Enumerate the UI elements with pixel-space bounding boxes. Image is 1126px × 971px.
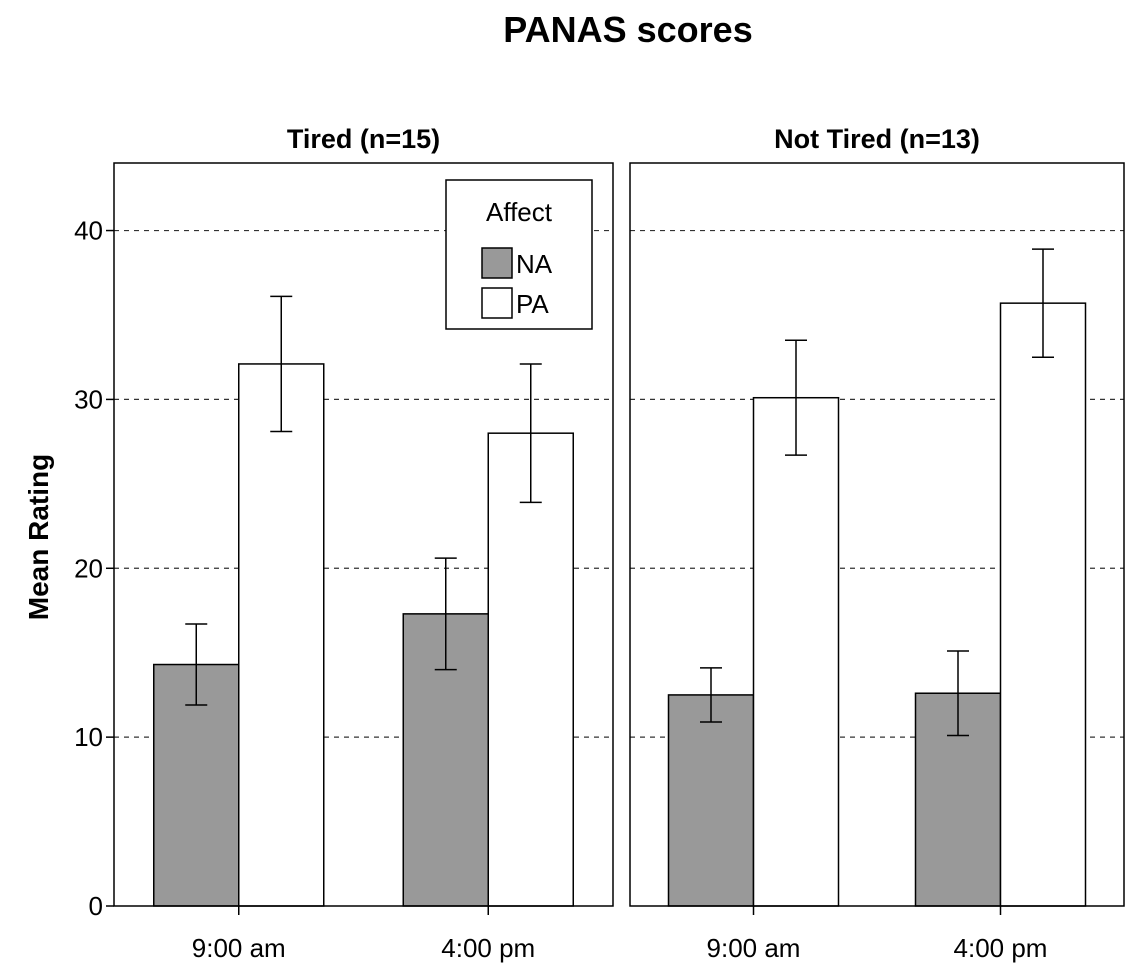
panel-frame [629, 162, 1125, 907]
panel-not-tired: Not Tired (n=13) 9:00 am 4:00 pm [629, 124, 1125, 963]
legend-title: Affect [486, 197, 553, 227]
bar-pa [238, 363, 325, 907]
legend-box [445, 179, 593, 330]
x-tick-label: 4:00 pm [441, 933, 535, 963]
bar-na [667, 694, 755, 907]
legend: Affect NA PA [445, 179, 593, 330]
y-tick-label: 0 [89, 891, 103, 921]
panel-tired: Tired (n=15) 9:00 am 4:00 pm [113, 124, 614, 963]
x-tick-label: 9:00 am [192, 933, 286, 963]
bar-pa [999, 302, 1087, 907]
y-tick-label: 20 [74, 553, 103, 583]
y-tick-label: 30 [74, 384, 103, 414]
legend-swatch-pa [481, 287, 513, 319]
legend-label: PA [516, 289, 549, 319]
x-tick-label: 4:00 pm [954, 933, 1048, 963]
y-axis-label: Mean Rating [23, 454, 54, 620]
y-tick-label: 40 [74, 216, 103, 246]
y-tick-label: 10 [74, 722, 103, 752]
legend-swatch-na [481, 247, 513, 279]
panel-title: Tired (n=15) [287, 124, 440, 154]
legend-label: NA [516, 249, 553, 279]
bar-pa [487, 432, 574, 907]
x-tick-label: 9:00 am [707, 933, 801, 963]
bar-pa [752, 396, 840, 907]
panel-frame [113, 162, 614, 907]
panel-title: Not Tired (n=13) [774, 124, 980, 154]
chart-title: PANAS scores [503, 9, 752, 50]
